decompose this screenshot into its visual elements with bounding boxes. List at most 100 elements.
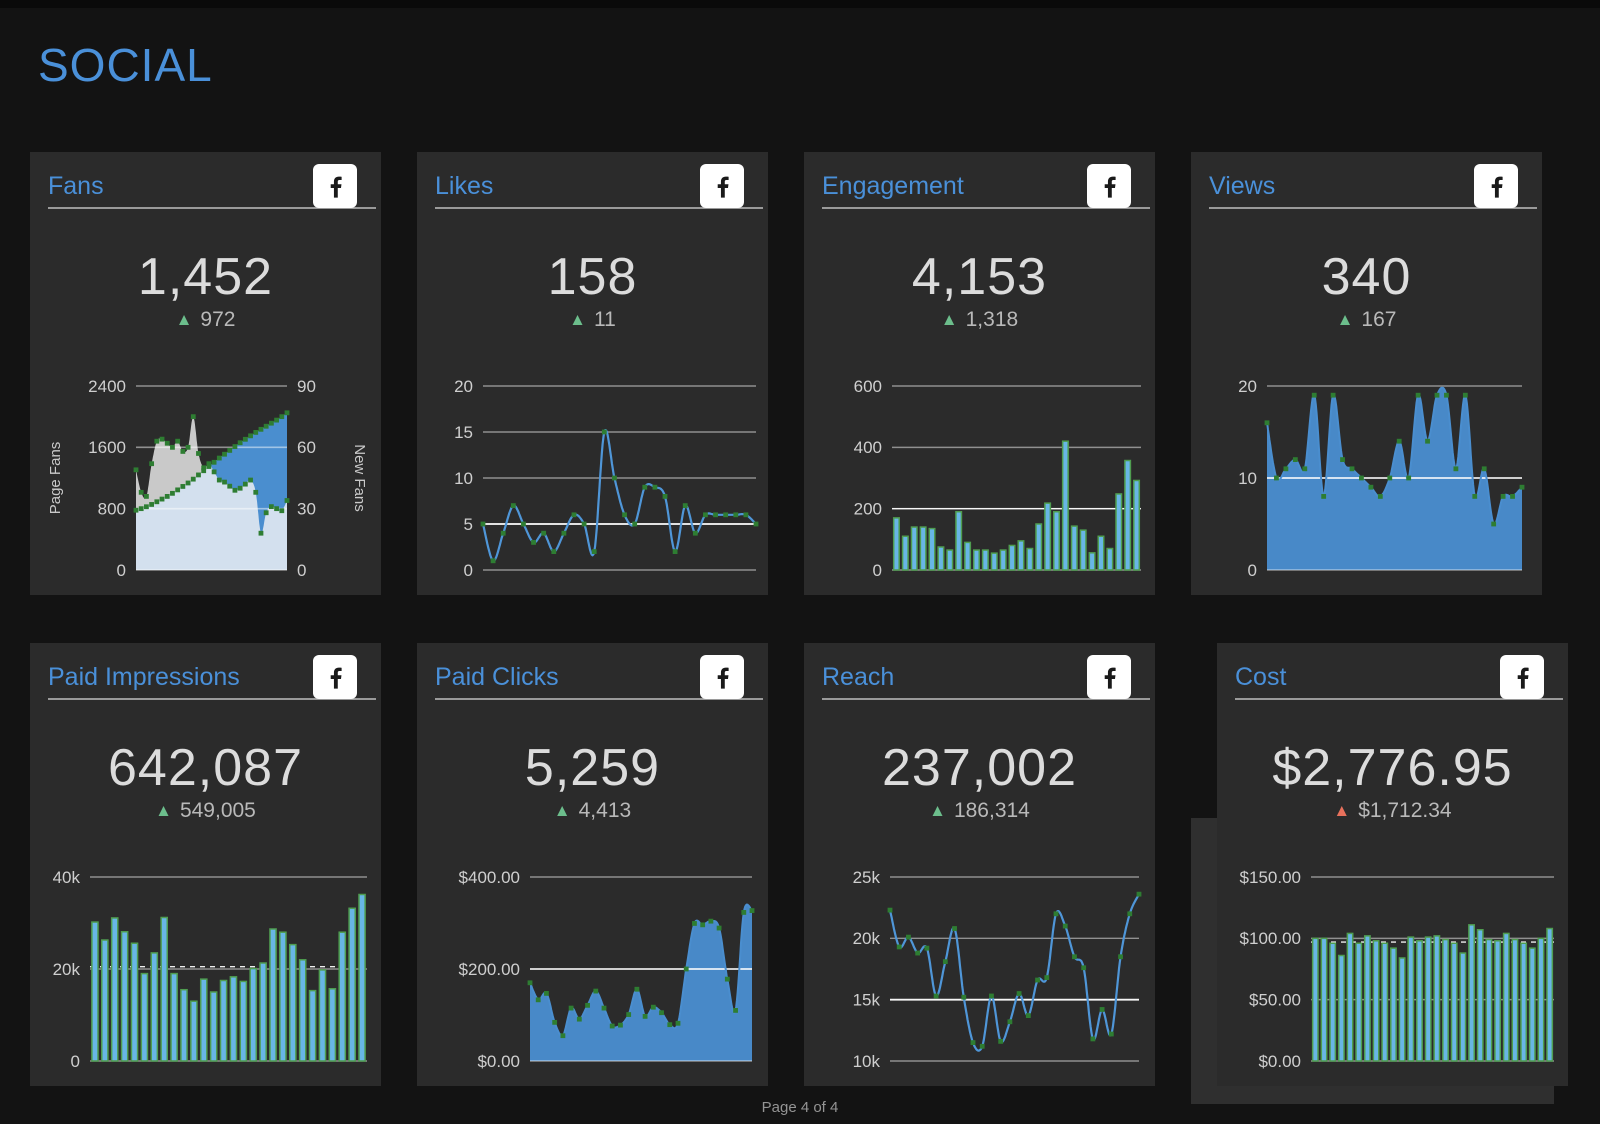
data-point-marker xyxy=(1425,438,1430,444)
header-rule xyxy=(822,207,1150,209)
data-point-marker xyxy=(998,1038,1004,1044)
data-point-marker xyxy=(490,558,496,564)
top-strip xyxy=(0,0,1600,8)
y-tick-label: 400 xyxy=(854,438,882,457)
data-point-marker xyxy=(1377,494,1383,499)
data-point-marker xyxy=(284,498,290,503)
metric-delta: ▲ 4,413 xyxy=(417,799,768,823)
data-point-marker xyxy=(682,503,688,508)
facebook-icon xyxy=(1474,164,1518,208)
bar xyxy=(1494,940,1502,1062)
data-point-marker xyxy=(1044,975,1050,980)
bar xyxy=(1311,937,1319,1062)
data-point-marker xyxy=(138,506,144,512)
data-point-marker xyxy=(541,530,547,536)
data-point-marker xyxy=(190,414,196,420)
trend-up-icon: ▲ xyxy=(1333,801,1351,821)
data-point-marker xyxy=(1500,494,1506,499)
y-tick-label: 60 xyxy=(297,438,316,457)
data-point-marker xyxy=(622,512,627,518)
data-point-marker xyxy=(672,549,678,554)
data-point-marker xyxy=(659,1010,664,1016)
bar xyxy=(140,972,149,1062)
bar xyxy=(1079,529,1087,571)
bar xyxy=(1026,547,1034,571)
data-point-marker xyxy=(591,549,597,554)
data-point-marker xyxy=(1330,392,1336,398)
data-point-marker xyxy=(480,521,486,527)
metric-delta: ▲ 167 xyxy=(1191,308,1542,332)
data-point-marker xyxy=(571,512,577,518)
y-tick-label: 20 xyxy=(1238,377,1257,396)
data-point-marker xyxy=(510,503,516,508)
data-point-marker xyxy=(642,1013,648,1019)
bar xyxy=(1450,942,1458,1062)
bar xyxy=(269,928,277,1062)
y-tick-label: 10 xyxy=(1238,469,1257,488)
data-point-marker xyxy=(222,479,227,485)
data-point-marker xyxy=(1062,923,1068,929)
data-point-marker xyxy=(634,986,640,992)
grid-cell-paid_clicks: Paid Clicks 5,259 ▲ 4,413 $0.00 $200.00 $400.0… xyxy=(417,643,768,1086)
data-point-marker xyxy=(703,512,708,518)
data-point-marker xyxy=(159,436,165,442)
page-title: SOCIAL xyxy=(38,39,213,91)
bar xyxy=(1485,938,1493,1062)
data-point-marker xyxy=(1340,457,1345,462)
facebook-f-path xyxy=(1517,667,1529,689)
bar xyxy=(1520,942,1528,1062)
y-tick-label: 0 xyxy=(117,561,126,580)
metric-card-reach: Reach 237,002 ▲ 186,314 10k 15k 20k 25k xyxy=(804,643,1155,1086)
bar xyxy=(328,988,337,1062)
bar xyxy=(1044,502,1052,571)
bar xyxy=(1035,523,1043,571)
data-point-marker xyxy=(164,440,170,446)
facebook-f-path xyxy=(1104,667,1116,689)
right-axis-title: New Fans xyxy=(351,444,368,512)
bar xyxy=(919,526,927,571)
data-point-marker xyxy=(741,910,747,915)
data-point-marker xyxy=(716,925,722,931)
data-point-marker xyxy=(279,414,285,420)
metric-card-fans: Fans 1,452 ▲ 972 0 0 800 30 1600 60 2400 90 Page Fan… xyxy=(30,152,381,595)
facebook-icon xyxy=(1500,655,1544,699)
facebook-icon xyxy=(1087,164,1131,208)
series-edge xyxy=(1266,386,1523,526)
data-point-marker xyxy=(133,507,139,513)
data-point-marker xyxy=(527,980,533,986)
header-rule xyxy=(48,207,376,209)
facebook-icon xyxy=(313,164,357,208)
header-rule xyxy=(435,698,763,700)
metric-card-engagement: Engagement 4,153 ▲ 1,318 0 200 400 600 xyxy=(804,152,1155,595)
data-point-marker xyxy=(258,530,264,536)
header-rule xyxy=(822,698,1150,700)
bar xyxy=(259,962,267,1062)
bar xyxy=(110,917,119,1062)
bar xyxy=(928,527,936,571)
trend-up-icon: ▲ xyxy=(1336,310,1354,330)
data-point-marker xyxy=(274,506,279,512)
data-point-marker xyxy=(1368,484,1374,490)
data-point-marker xyxy=(552,1019,558,1025)
data-point-marker xyxy=(632,521,638,527)
y-tick-label: 5 xyxy=(464,515,473,534)
bar xyxy=(1346,932,1354,1062)
data-point-marker xyxy=(1396,438,1402,444)
data-point-marker xyxy=(159,496,165,502)
metric-value: 340 xyxy=(1321,248,1412,306)
y-tick-label: 0 xyxy=(873,561,882,580)
data-point-marker xyxy=(1453,466,1459,472)
bar xyxy=(348,907,356,1062)
card-title: Cost xyxy=(1235,663,1287,691)
metric-chart: 0 200 400 600 xyxy=(854,377,1141,580)
data-point-marker xyxy=(1519,484,1525,490)
data-point-marker xyxy=(1118,954,1123,960)
bar xyxy=(1061,440,1069,571)
data-point-marker xyxy=(1406,475,1412,481)
data-point-marker xyxy=(1415,392,1421,398)
bar xyxy=(946,549,954,571)
bar xyxy=(972,549,980,571)
data-point-marker xyxy=(196,451,201,456)
bar xyxy=(150,952,159,1062)
bar xyxy=(1528,947,1536,1062)
